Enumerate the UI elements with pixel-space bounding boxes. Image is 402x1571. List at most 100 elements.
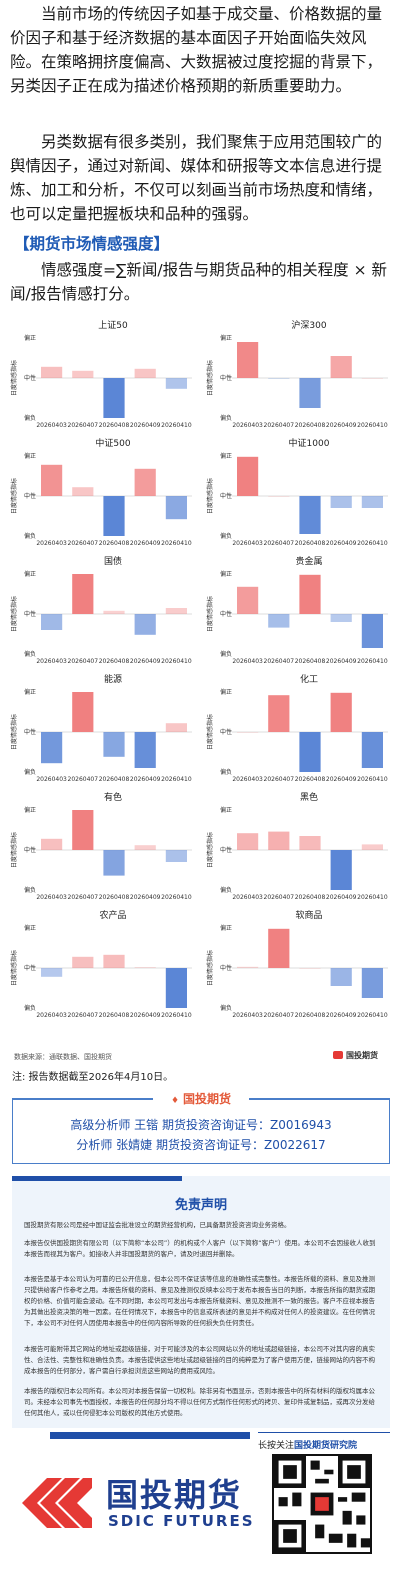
bar bbox=[72, 370, 94, 378]
y-axis-label: 日度情感指标 bbox=[206, 950, 214, 986]
y-tick-label: 偏负 bbox=[24, 414, 36, 422]
y-axis-label: 日度情感指标 bbox=[10, 478, 18, 514]
x-tick-label: 20260408 bbox=[295, 776, 326, 783]
x-tick-label: 20260409 bbox=[326, 776, 357, 783]
brand-name-en: SDIC FUTURES bbox=[108, 1512, 255, 1530]
x-tick-label: 20260409 bbox=[326, 422, 357, 429]
footer-rule bbox=[258, 1432, 390, 1439]
y-axis-label: 日度情感指标 bbox=[206, 714, 214, 750]
y-tick-label: 偏正 bbox=[24, 806, 36, 814]
brand-name-cn: 国投期货 bbox=[106, 1476, 243, 1514]
x-tick-label: 20260403 bbox=[232, 1012, 263, 1019]
bar bbox=[330, 356, 352, 378]
footer-bar bbox=[50, 1432, 250, 1439]
bar bbox=[330, 968, 352, 986]
bar bbox=[268, 378, 290, 379]
x-tick-label: 20260407 bbox=[264, 1012, 295, 1019]
bar bbox=[41, 366, 63, 378]
x-tick-label: 20260403 bbox=[232, 776, 263, 783]
bar bbox=[134, 845, 156, 850]
bar bbox=[72, 692, 94, 732]
bar bbox=[237, 966, 259, 968]
x-tick-label: 20260407 bbox=[68, 1012, 99, 1019]
x-tick-label: 20260403 bbox=[232, 540, 263, 547]
y-tick-label: 偏正 bbox=[24, 452, 36, 460]
bar bbox=[237, 342, 259, 378]
qr-code-icon bbox=[272, 1454, 372, 1554]
x-tick-label: 20260410 bbox=[161, 894, 192, 901]
disclaimer-p2: 本报告仅供国投期货有限公司（以下简称“本公司”）的机构或个人客户（以下简称“客户… bbox=[24, 1239, 376, 1258]
report-note: 注: 报告数据截至2026年4月10日。 bbox=[12, 1072, 174, 1083]
x-tick-label: 20260407 bbox=[68, 894, 99, 901]
x-tick-label: 20260408 bbox=[295, 540, 326, 547]
bar bbox=[134, 468, 156, 496]
y-tick-label: 中性 bbox=[220, 610, 232, 618]
disclaimer-p4: 本报告可能附带其它网站的地址或超级链接，对于可能涉及的本公司网站以外的地址或超级… bbox=[24, 1345, 375, 1375]
bar bbox=[103, 378, 125, 418]
bar bbox=[330, 850, 352, 890]
y-tick-label: 中性 bbox=[24, 728, 36, 736]
disclaimer-p1: 国投期货有限公司是经中国证监会批准设立的期货经营机构，已具备期货投资咨询业务资格… bbox=[24, 1221, 291, 1229]
chart-title: 贵金属 bbox=[295, 555, 322, 567]
y-tick-label: 偏正 bbox=[24, 570, 36, 578]
x-tick-label: 20260410 bbox=[357, 776, 388, 783]
y-tick-label: 中性 bbox=[24, 964, 36, 972]
bar bbox=[268, 614, 290, 628]
bar bbox=[165, 723, 187, 732]
bar bbox=[299, 732, 321, 772]
y-tick-label: 偏负 bbox=[24, 532, 36, 540]
analyst-brand: 国投期货 bbox=[13, 1090, 389, 1107]
bar bbox=[299, 968, 321, 969]
source-logo: 国投期货 bbox=[333, 1050, 378, 1061]
x-tick-label: 20260410 bbox=[357, 540, 388, 547]
bar bbox=[165, 968, 187, 1008]
bar bbox=[268, 831, 290, 850]
y-axis-label: 日度情感指标 bbox=[206, 478, 214, 514]
disclaimer-p3: 本报告是基于本公司认为可靠的已公开信息，但本公司不保证该等信息的准确性或完整性。… bbox=[24, 1275, 375, 1327]
x-tick-label: 20260407 bbox=[264, 658, 295, 665]
x-tick-label: 20260408 bbox=[295, 658, 326, 665]
x-tick-label: 20260407 bbox=[68, 658, 99, 665]
bar bbox=[103, 732, 125, 757]
bar bbox=[330, 614, 352, 622]
bar bbox=[134, 732, 156, 768]
bar bbox=[268, 695, 290, 732]
bar bbox=[134, 967, 156, 968]
x-tick-label: 20260403 bbox=[232, 422, 263, 429]
bar bbox=[361, 968, 383, 998]
y-axis-label: 日度情感指标 bbox=[10, 950, 18, 986]
analyst-box: 国投期货 高级分析师 王锴 期货投资咨询证号：Z0016943 分析师 张婧婕 … bbox=[12, 1092, 390, 1164]
y-tick-label: 偏正 bbox=[220, 570, 232, 578]
x-tick-label: 20260403 bbox=[36, 776, 67, 783]
x-tick-label: 20260410 bbox=[357, 1012, 388, 1019]
y-tick-label: 偏正 bbox=[24, 688, 36, 696]
y-tick-label: 中性 bbox=[220, 374, 232, 382]
bar bbox=[165, 850, 187, 862]
chart-title: 国债 bbox=[104, 555, 122, 567]
y-tick-label: 偏正 bbox=[24, 334, 36, 342]
x-tick-label: 20260409 bbox=[130, 776, 161, 783]
x-tick-label: 20260409 bbox=[130, 1012, 161, 1019]
y-tick-label: 中性 bbox=[220, 728, 232, 736]
x-tick-label: 20260407 bbox=[264, 776, 295, 783]
bar bbox=[299, 574, 321, 614]
y-tick-label: 偏正 bbox=[220, 452, 232, 460]
y-tick-label: 偏正 bbox=[220, 924, 232, 932]
follow-text: 长按关注国投期货研究院 bbox=[258, 1438, 357, 1451]
chart-title: 能源 bbox=[104, 673, 122, 685]
x-tick-label: 20260407 bbox=[68, 540, 99, 547]
bar bbox=[165, 496, 187, 520]
y-tick-label: 偏正 bbox=[220, 688, 232, 696]
x-tick-label: 20260407 bbox=[68, 422, 99, 429]
y-tick-label: 偏负 bbox=[24, 650, 36, 658]
chart-title: 软商品 bbox=[295, 909, 322, 921]
x-tick-label: 20260408 bbox=[295, 1012, 326, 1019]
y-tick-label: 偏负 bbox=[24, 886, 36, 894]
y-axis-label: 日度情感指标 bbox=[206, 360, 214, 396]
